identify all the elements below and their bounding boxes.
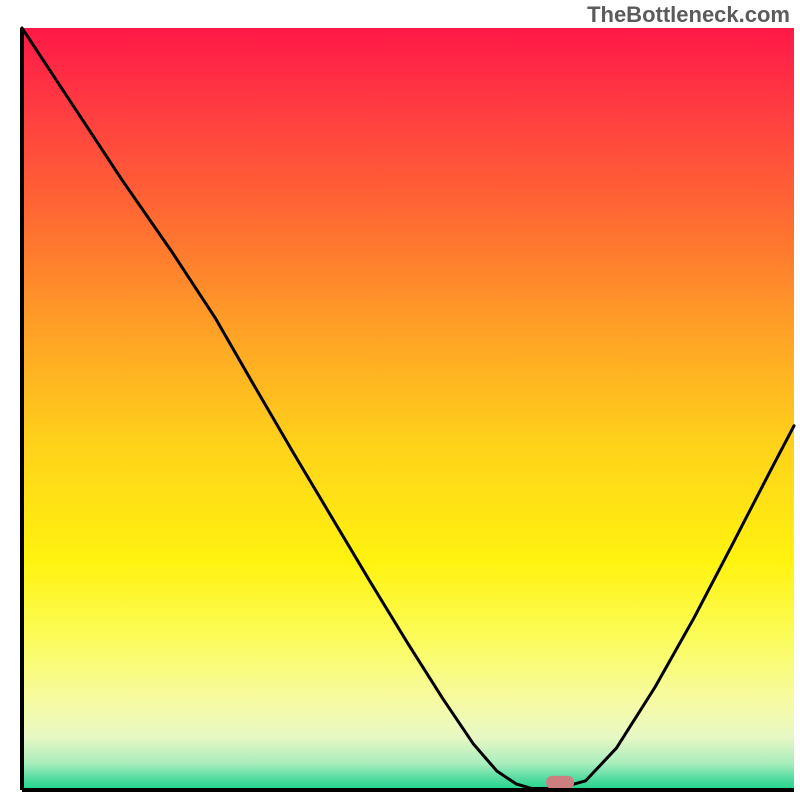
- plot-background: [22, 28, 794, 790]
- optimal-marker: [546, 776, 574, 789]
- chart-canvas: [0, 0, 800, 800]
- bottleneck-chart: TheBottleneck.com: [0, 0, 800, 800]
